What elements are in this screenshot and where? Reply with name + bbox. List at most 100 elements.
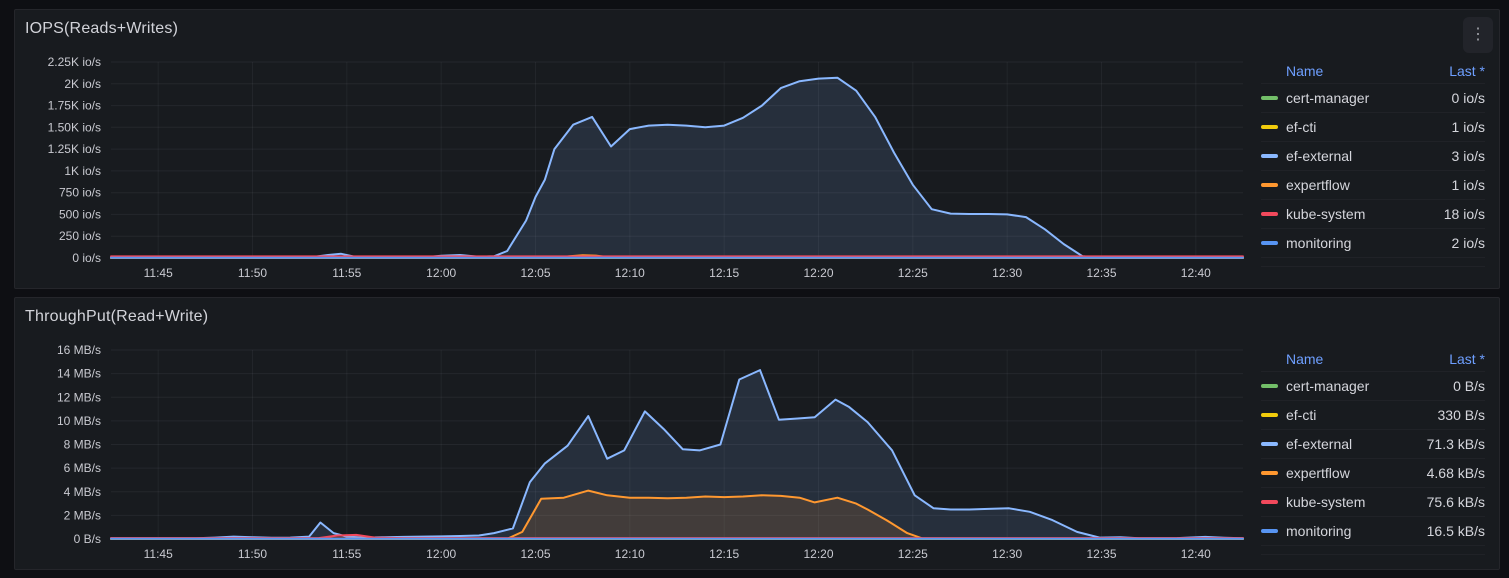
legend-series-name: ef-external <box>1286 148 1353 164</box>
svg-text:10 MB/s: 10 MB/s <box>57 414 101 428</box>
throughput-time-series-plot[interactable]: 0 B/s 2 MB/s 4 MB/s 6 MB/s 8 MB/s 10 MB/s 12 M… <box>21 336 1251 567</box>
series-color-swatch <box>1261 154 1278 158</box>
svg-text:12 MB/s: 12 MB/s <box>57 390 101 404</box>
kebab-menu-icon: ⋮ <box>1470 26 1486 43</box>
series-color-swatch <box>1261 183 1278 187</box>
svg-text:12:30: 12:30 <box>992 266 1022 280</box>
throughput-panel-header: ThroughPut(Read+Write) <box>15 298 1499 336</box>
legend-row-ef-external[interactable]: ef-external 3 io/s <box>1261 142 1485 171</box>
svg-text:0 B/s: 0 B/s <box>74 532 101 546</box>
throughput-panel-title[interactable]: ThroughPut(Read+Write) <box>25 308 209 325</box>
legend-row-kube-system[interactable]: kube-system 18 io/s <box>1261 200 1485 229</box>
legend-series-name: cert-manager <box>1286 378 1370 394</box>
legend-series-last-value: 0 B/s <box>1453 378 1485 394</box>
throughput-legend: Name Last * cert-manager 0 B/s ef-cti 330 B/s… <box>1251 336 1493 567</box>
series-color-swatch <box>1261 96 1278 100</box>
legend-row-cert-manager[interactable]: cert-manager 0 io/s <box>1261 84 1485 113</box>
series-color-swatch <box>1261 471 1278 475</box>
svg-text:12:10: 12:10 <box>615 547 645 561</box>
iops-panel: IOPS(Reads+Writes) ⋮ 0 io/s 250 io/s 500 i… <box>14 9 1500 289</box>
legend-series-last-value: 2 io/s <box>1451 235 1485 251</box>
svg-text:14 MB/s: 14 MB/s <box>57 367 101 381</box>
svg-text:12:20: 12:20 <box>803 266 833 280</box>
svg-text:12:35: 12:35 <box>1086 547 1116 561</box>
legend-row-ef-cti[interactable]: ef-cti 1 io/s <box>1261 113 1485 142</box>
svg-text:12:00: 12:00 <box>426 266 456 280</box>
svg-text:12:15: 12:15 <box>709 266 739 280</box>
series-area-ef-external <box>111 77 1243 258</box>
svg-text:12:05: 12:05 <box>520 266 550 280</box>
legend-row-expertflow[interactable]: expertflow 4.68 kB/s <box>1261 459 1485 488</box>
series-color-swatch <box>1261 500 1278 504</box>
legend-sort-last[interactable]: Last * <box>1449 62 1485 79</box>
svg-text:2 MB/s: 2 MB/s <box>64 508 101 522</box>
svg-text:750 io/s: 750 io/s <box>59 186 101 200</box>
svg-text:12:20: 12:20 <box>803 547 833 561</box>
legend-row-monitoring[interactable]: monitoring 2 io/s <box>1261 229 1485 258</box>
legend-series-last-value: 0 io/s <box>1451 90 1485 106</box>
legend-row-kube-system[interactable]: kube-system 75.6 kB/s <box>1261 488 1485 517</box>
legend-series-last-value: 71.3 kB/s <box>1426 436 1485 452</box>
legend-row-ef-external[interactable]: ef-external 71.3 kB/s <box>1261 430 1485 459</box>
svg-text:0 io/s: 0 io/s <box>72 251 101 265</box>
legend-row-monitoring[interactable]: monitoring 16.5 kB/s <box>1261 517 1485 546</box>
svg-text:2K io/s: 2K io/s <box>64 77 101 91</box>
legend-row-expertflow[interactable]: expertflow 1 io/s <box>1261 171 1485 200</box>
svg-text:12:25: 12:25 <box>898 266 928 280</box>
legend-series-last-value: 4.68 kB/s <box>1426 465 1485 481</box>
legend-series-name: ef-external <box>1286 436 1353 452</box>
iops-panel-content: 0 io/s 250 io/s 500 io/s 750 io/s 1K io/s 1.2… <box>15 48 1499 288</box>
svg-text:12:40: 12:40 <box>1181 547 1211 561</box>
legend-header: Name Last * <box>1261 346 1485 372</box>
legend-row-cert-manager[interactable]: cert-manager 0 B/s <box>1261 372 1485 401</box>
legend-divider <box>1261 258 1485 267</box>
iops-panel-header: IOPS(Reads+Writes) <box>15 10 1499 48</box>
svg-text:16 MB/s: 16 MB/s <box>57 343 101 357</box>
legend-series-last-value: 16.5 kB/s <box>1426 523 1485 539</box>
svg-text:1.50K io/s: 1.50K io/s <box>48 120 101 134</box>
legend-sort-name[interactable]: Name <box>1286 62 1324 79</box>
svg-text:8 MB/s: 8 MB/s <box>64 438 101 452</box>
series-color-swatch <box>1261 529 1278 533</box>
svg-text:12:40: 12:40 <box>1181 266 1211 280</box>
svg-text:11:45: 11:45 <box>144 266 173 280</box>
svg-text:12:00: 12:00 <box>426 547 456 561</box>
legend-series-name: monitoring <box>1286 523 1352 539</box>
svg-text:1.75K io/s: 1.75K io/s <box>48 99 101 113</box>
series-color-swatch <box>1261 125 1278 129</box>
svg-text:12:25: 12:25 <box>898 547 928 561</box>
series-color-swatch <box>1261 413 1278 417</box>
legend-row-ef-cti[interactable]: ef-cti 330 B/s <box>1261 401 1485 430</box>
legend-sort-name[interactable]: Name <box>1286 350 1324 367</box>
iops-panel-title[interactable]: IOPS(Reads+Writes) <box>25 20 179 37</box>
legend-series-last-value: 1 io/s <box>1451 119 1485 135</box>
svg-text:12:05: 12:05 <box>520 547 550 561</box>
legend-series-name: expertflow <box>1286 465 1350 481</box>
legend-series-name: ef-cti <box>1286 407 1317 423</box>
legend-series-name: cert-manager <box>1286 90 1370 106</box>
legend-divider <box>1261 546 1485 555</box>
svg-text:11:55: 11:55 <box>332 547 361 561</box>
legend-header: Name Last * <box>1261 58 1485 84</box>
legend-series-last-value: 3 io/s <box>1451 148 1485 164</box>
svg-text:1.25K io/s: 1.25K io/s <box>48 142 101 156</box>
svg-text:4 MB/s: 4 MB/s <box>64 485 101 499</box>
svg-text:11:50: 11:50 <box>238 547 267 561</box>
throughput-panel: ThroughPut(Read+Write) 0 B/s 2 MB/s 4 MB/s… <box>14 297 1500 570</box>
x-axis-labels: 11:45 11:50 11:55 12:00 12:05 12:10 12:15 12:20… <box>144 547 1212 561</box>
svg-text:500 io/s: 500 io/s <box>59 207 101 221</box>
series-color-swatch <box>1261 212 1278 216</box>
iops-legend: Name Last * cert-manager 0 io/s ef-cti 1 io/s… <box>1251 48 1493 286</box>
grid-lines <box>111 61 1243 259</box>
svg-text:2.25K io/s: 2.25K io/s <box>48 55 101 69</box>
legend-series-name: kube-system <box>1286 494 1366 510</box>
legend-series-last-value: 330 B/s <box>1437 407 1485 423</box>
series-line-expertflow <box>110 489 1244 540</box>
series-color-swatch <box>1261 384 1278 388</box>
iops-time-series-plot[interactable]: 0 io/s 250 io/s 500 io/s 750 io/s 1K io/s 1.2… <box>21 48 1251 286</box>
svg-text:12:10: 12:10 <box>615 266 645 280</box>
legend-sort-last[interactable]: Last * <box>1449 350 1485 367</box>
throughput-panel-content: 0 B/s 2 MB/s 4 MB/s 6 MB/s 8 MB/s 10 MB/s 12 M… <box>15 336 1499 569</box>
panel-menu-button[interactable]: ⋮ <box>1463 17 1493 53</box>
